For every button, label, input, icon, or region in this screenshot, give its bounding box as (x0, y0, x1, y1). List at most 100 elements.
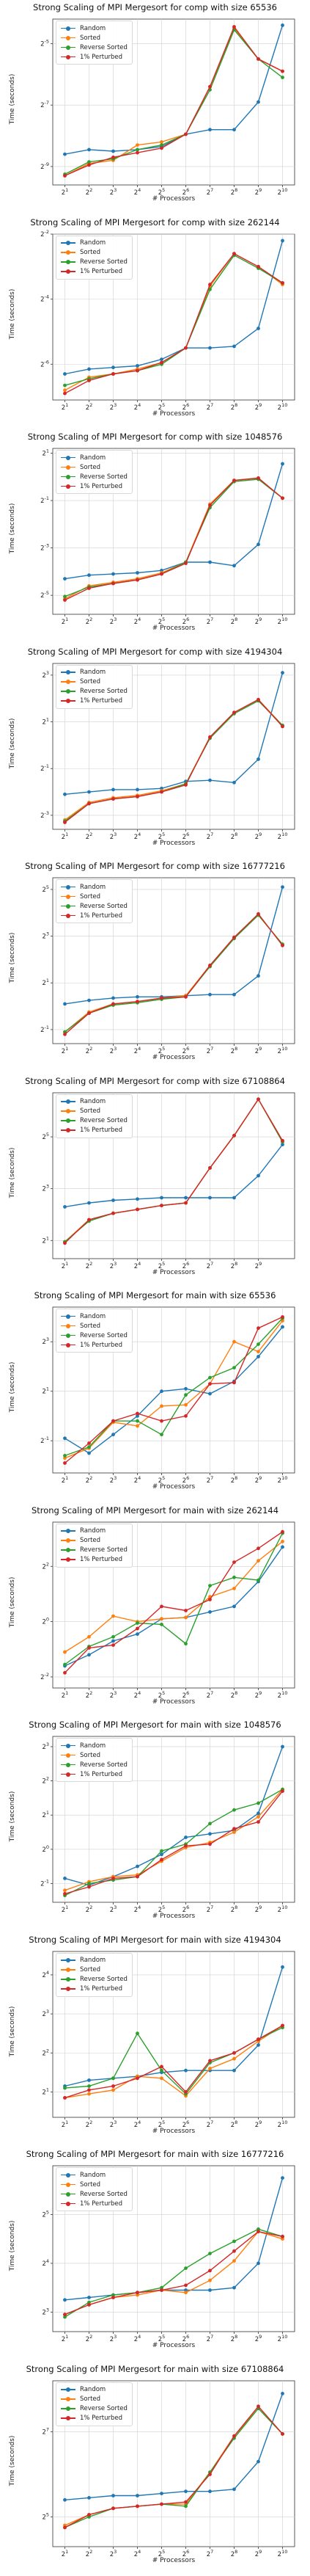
x-tick-label: 22 (86, 832, 93, 841)
legend-swatch (61, 34, 75, 42)
data-point (232, 128, 236, 132)
legend-label: Random (80, 239, 106, 247)
chart-title: Strong Scaling of MPI Mergesort for comp… (27, 646, 283, 657)
data-point (87, 2512, 91, 2517)
data-point (184, 1844, 188, 1848)
x-tick-label: 22 (86, 1690, 93, 1700)
data-point (257, 697, 260, 702)
legend-label: Reverse Sorted (80, 902, 128, 910)
series-line (64, 252, 283, 394)
data-point (281, 670, 284, 674)
data-point (257, 2404, 260, 2408)
data-point (63, 1650, 67, 1653)
series-line (64, 1326, 284, 1454)
legend-item: Reverse Sorted (61, 2189, 128, 2199)
data-point (281, 1325, 284, 1329)
legend-item: Sorted (61, 1750, 128, 1760)
y-tick-label: 25 (42, 2511, 49, 2521)
data-point (160, 143, 163, 148)
data-point (232, 2068, 236, 2073)
series-line (64, 1532, 284, 1665)
y-axis-label: Time (seconds) (9, 932, 16, 983)
data-point (208, 1165, 212, 1170)
data-point (257, 326, 260, 330)
legend-swatch (61, 54, 75, 61)
x-tick-label: 29 (255, 187, 262, 197)
series-line (64, 2407, 284, 2528)
x-tick-label: 25 (158, 1261, 166, 1270)
x-tick-label: 22 (86, 616, 93, 626)
data-point (232, 479, 236, 482)
data-point (87, 163, 91, 167)
legend-item: Random (61, 239, 128, 248)
data-point (136, 2291, 139, 2295)
legend-swatch (61, 2181, 75, 2188)
x-tick-label: 22 (86, 1475, 93, 1485)
data-point (184, 2283, 188, 2288)
legend-swatch (61, 1527, 75, 1535)
series-line (64, 26, 283, 177)
data-point (63, 1888, 67, 1893)
legend-item: Reverse Sorted (61, 1975, 128, 1984)
y-tick-label: 24 (42, 2258, 49, 2268)
x-tick-label: 26 (182, 1261, 190, 1270)
data-point (136, 148, 139, 152)
data-point (257, 1546, 260, 1550)
data-point (63, 1454, 67, 1458)
data-point (208, 84, 212, 89)
data-point (184, 561, 188, 565)
legend-swatch (61, 2405, 75, 2412)
data-point (281, 1138, 284, 1143)
data-point (111, 149, 115, 153)
x-tick-label: 22 (86, 187, 93, 197)
legend-item: Sorted (61, 462, 128, 472)
legend-label: Reverse Sorted (80, 1117, 128, 1124)
data-point (184, 1835, 188, 1839)
series-line (64, 477, 283, 601)
data-point (111, 365, 115, 369)
x-tick-label: 23 (110, 1046, 117, 1055)
legend-label: Random (80, 1098, 106, 1105)
data-point (63, 152, 67, 156)
data-point (257, 1815, 260, 1819)
legend-label: 1% Perturbed (80, 482, 122, 490)
legend: Random Sorted Reverse Sorted 1% Perturbed (56, 1952, 133, 1997)
data-point (281, 1315, 284, 1319)
data-point (232, 251, 236, 255)
series-line (64, 913, 284, 1035)
data-point (208, 282, 212, 286)
data-point (184, 346, 188, 349)
x-tick-label: 22 (86, 2120, 93, 2129)
data-point (87, 1882, 91, 1885)
legend-swatch (61, 1957, 75, 1964)
legend-label: Random (80, 24, 106, 32)
legend-label: Random (80, 1312, 106, 1320)
data-point (87, 1011, 91, 1015)
data-point (160, 2502, 163, 2506)
legend-swatch (61, 1985, 75, 1993)
data-point (111, 1614, 115, 1618)
x-tick-label: 28 (231, 1046, 238, 1055)
x-tick-label: 23 (110, 832, 117, 841)
data-point (208, 346, 212, 349)
data-point (63, 1204, 67, 1209)
series-line (64, 2393, 284, 2500)
data-point (111, 1877, 115, 1880)
x-tick-label: 25 (158, 2334, 166, 2343)
series-line (64, 2024, 283, 2098)
data-point (136, 794, 139, 798)
x-tick-label: 21 (62, 187, 69, 197)
series-line (64, 2228, 283, 2318)
data-point (232, 1808, 236, 1812)
data-point (184, 1641, 188, 1645)
legend-swatch (61, 473, 75, 481)
data-point (281, 1744, 284, 1749)
data-point (257, 1326, 260, 1331)
y-tick-label: 2-3 (40, 543, 49, 553)
data-point (257, 2261, 260, 2266)
legend-label: Reverse Sorted (80, 1546, 128, 1554)
data-point (232, 935, 236, 939)
x-tick-label: 21 (62, 1690, 69, 1700)
data-point (87, 1445, 91, 1449)
